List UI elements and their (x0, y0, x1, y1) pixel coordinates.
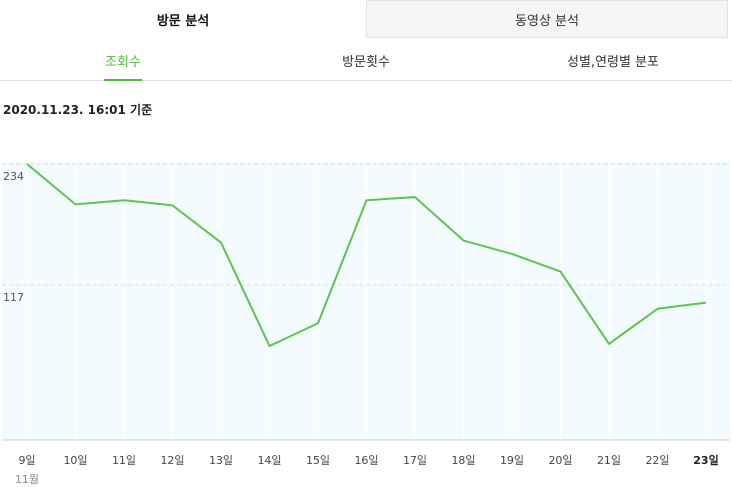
x-tick-label: 22일 (645, 453, 669, 467)
tab-video-analysis[interactable]: 동영상 분석 (366, 0, 728, 38)
y-tick-label: 234 (3, 170, 24, 183)
views-line-chart: 117 234 9일 10일 11일 12일 13일 14일 15일 16일 17일 18일 19일 20… (2, 162, 730, 486)
x-tick-label: 15일 (306, 453, 330, 467)
tab-gender-age[interactable]: 성별,연령별 분포 (558, 40, 668, 80)
x-tick-label: 23일 (693, 453, 718, 467)
x-tick-label: 10일 (63, 453, 87, 467)
views-series-line (26, 163, 707, 348)
x-tick-label: 16일 (354, 453, 378, 467)
top-tab-bar: 방문 분석 동영상 분석 (0, 0, 732, 38)
x-tick-label: 17일 (403, 453, 427, 467)
x-tick-label: 20일 (548, 453, 572, 467)
x-tick-label: 12일 (160, 453, 184, 467)
tab-views[interactable]: 조회수 (104, 40, 142, 81)
y-tick-label: 117 (3, 291, 24, 304)
x-tick-label: 14일 (257, 453, 281, 467)
x-tick-label: 11일 (112, 453, 136, 467)
tab-visit-count[interactable]: 방문횟수 (336, 40, 396, 80)
x-tick-label: 19일 (500, 453, 524, 467)
tab-visit-count-label: 방문횟수 (342, 54, 390, 70)
active-tab-underline (104, 79, 142, 81)
x-tick-label: 13일 (209, 453, 233, 467)
x-tick-label: 21일 (597, 453, 621, 467)
tab-gender-age-label: 성별,연령별 분포 (567, 54, 659, 70)
x-tick-label: 18일 (451, 453, 475, 467)
sub-tab-bar: 조회수 방문횟수 성별,연령별 분포 (0, 40, 732, 81)
x-tick-label: 9일 (18, 453, 35, 467)
x-month-label: 11월 (15, 473, 39, 486)
tab-visit-analysis[interactable]: 방문 분석 (0, 0, 366, 38)
tab-views-label: 조회수 (105, 54, 141, 70)
timestamp: 2020.11.23. 16:01 기준 (3, 103, 153, 117)
